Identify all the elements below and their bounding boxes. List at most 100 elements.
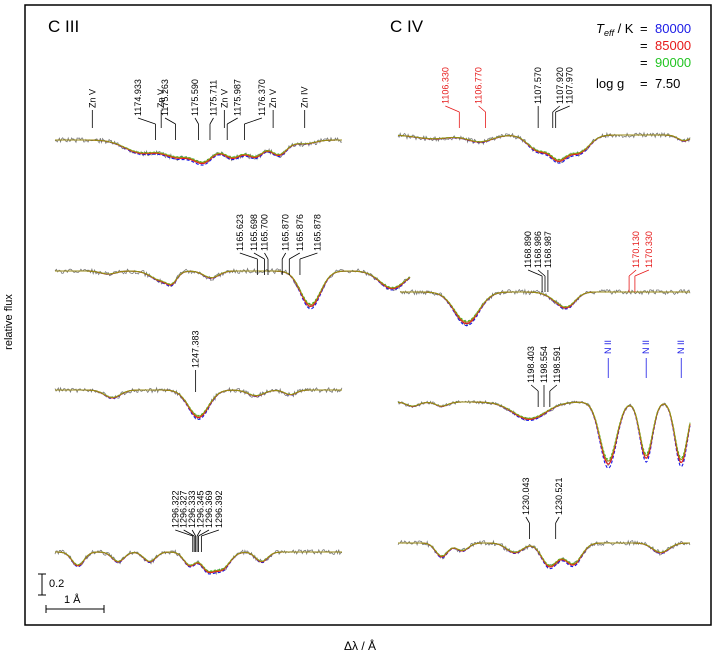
line-label-1165-876: 1165.876 bbox=[295, 214, 305, 251]
legend-eq-2: = bbox=[640, 55, 648, 70]
line-label-1174-933: 1174.933 bbox=[133, 79, 143, 116]
line-label-1165-623: 1165.623 bbox=[235, 214, 245, 251]
line-marker-leader bbox=[634, 269, 650, 277]
markers-c4-1169: 1168.890 1168.986 1168.987 1170.130 1170.330 bbox=[523, 231, 654, 292]
line-label-1296-392: 1296.392 bbox=[214, 490, 224, 528]
ion-label-Zn-V: Zn V bbox=[219, 89, 229, 108]
model-overlay bbox=[55, 139, 342, 163]
line-label-1175-711: 1175.711 bbox=[209, 80, 219, 116]
line-marker-leader bbox=[227, 117, 238, 125]
line-marker-leader bbox=[525, 516, 530, 524]
line-markers-layer: 1174.933 1175.263 1175.590 1175.711 1175.987… bbox=[87, 67, 686, 552]
line-marker-leader bbox=[209, 117, 214, 125]
line-label-1170-130: 1170.130 bbox=[631, 231, 641, 268]
observed-spectrum bbox=[54, 136, 343, 165]
line-label-1198-554: 1198.554 bbox=[539, 346, 549, 383]
line-marker-leader bbox=[191, 529, 196, 537]
legend-teff-label: Teff / K bbox=[596, 21, 634, 38]
line-marker-leader bbox=[244, 117, 263, 125]
spectra-layer bbox=[54, 131, 691, 576]
scale-bars: 0.2 1 Å bbox=[38, 573, 105, 613]
flux-scale-label: 0.2 bbox=[49, 578, 64, 590]
model-80000 bbox=[55, 270, 411, 310]
n2-label: N II bbox=[641, 340, 651, 354]
legend-eq-1: = bbox=[640, 38, 648, 53]
line-label-1165-878: 1165.878 bbox=[312, 214, 322, 251]
legend-logg-label: log g bbox=[596, 76, 624, 91]
spectrum-panel-c3-1247 bbox=[54, 386, 343, 421]
line-label-1168-986: 1168.986 bbox=[533, 231, 543, 268]
wavelength-scale-label: 1 Å bbox=[64, 593, 81, 606]
line-label-1296-333: 1296.333 bbox=[187, 490, 197, 528]
line-label-1176-370: 1176.370 bbox=[257, 79, 267, 116]
line-marker-leader bbox=[530, 384, 539, 392]
model-90000 bbox=[55, 389, 342, 417]
line-marker-leader bbox=[164, 117, 176, 125]
model-90000 bbox=[55, 270, 411, 305]
model-80000 bbox=[55, 389, 342, 420]
line-label-1296-369: 1296.369 bbox=[204, 490, 214, 528]
markers-c3-1165: 1165.623 1165.698 1165.700 1165.870 1165.876… bbox=[235, 214, 322, 275]
ion-label-Zn-IV: Zn IV bbox=[300, 86, 310, 108]
line-label-1230-043: 1230.043 bbox=[521, 477, 531, 515]
legend-entry-90000: 90000 bbox=[655, 55, 691, 70]
line-marker-leader bbox=[478, 105, 486, 113]
line-label-1168-890: 1168.890 bbox=[523, 231, 533, 268]
markers-c3-1296: 1296.3221296.3271296.3331296.3451296.369… bbox=[170, 490, 224, 552]
model-90000 bbox=[55, 139, 342, 163]
line-marker-leader bbox=[537, 269, 546, 277]
panel-title-c4: C IV bbox=[390, 17, 424, 36]
line-marker-leader bbox=[289, 252, 300, 260]
spectrum-panel-c4-1107 bbox=[397, 131, 691, 164]
ion-label-Zn-V: Zn V bbox=[268, 89, 278, 108]
line-label-1296-327: 1296.327 bbox=[179, 490, 189, 528]
x-axis-label: Δλ / Å bbox=[344, 638, 376, 653]
model-overlay bbox=[55, 551, 342, 573]
line-label-1107-570: 1107.570 bbox=[533, 67, 543, 104]
model-90000 bbox=[400, 291, 690, 322]
line-label-1230-521: 1230.521 bbox=[554, 477, 564, 515]
line-label-1198-403: 1198.403 bbox=[526, 346, 536, 383]
line-marker-leader bbox=[445, 105, 460, 113]
frame bbox=[24, 4, 712, 626]
model-overlay bbox=[397, 401, 691, 462]
line-label-1175-987: 1175.987 bbox=[233, 79, 243, 116]
markers-c3-1175: 1174.933 1175.263 1175.590 1175.711 1175.987… bbox=[87, 79, 310, 140]
line-marker-leader bbox=[555, 105, 570, 113]
markers-c4-1198: 1198.403 1198.554 1198.591 bbox=[526, 346, 562, 407]
legend-entry-80000: 80000 bbox=[655, 21, 691, 36]
line-label-1296-345: 1296.345 bbox=[196, 490, 206, 528]
markers-c4-1230: 1230.043 1230.521 bbox=[521, 477, 564, 539]
line-marker-leader bbox=[196, 529, 201, 537]
legend-logg-value: 7.50 bbox=[655, 76, 680, 91]
line-label-1175-263: 1175.263 bbox=[160, 79, 170, 116]
model-85000 bbox=[397, 401, 691, 465]
model-85000 bbox=[55, 389, 342, 419]
line-marker-leader bbox=[552, 105, 561, 113]
line-marker-leader bbox=[264, 252, 269, 260]
model-85000 bbox=[55, 270, 411, 307]
line-label-1107-970: 1107.970 bbox=[565, 67, 575, 104]
line-marker-leader bbox=[183, 529, 195, 537]
model-90000 bbox=[397, 401, 691, 460]
model-overlay bbox=[400, 291, 690, 323]
ion-label-Zn-V: Zn V bbox=[87, 89, 97, 108]
model-overlay bbox=[398, 542, 690, 567]
panel-title-c3: C III bbox=[48, 17, 79, 36]
line-label-1165-700: 1165.700 bbox=[260, 214, 270, 251]
line-label-1198-591: 1198.591 bbox=[552, 346, 562, 383]
model-overlay bbox=[55, 270, 411, 306]
line-label-1106-770: 1106.770 bbox=[474, 67, 484, 104]
legend: Teff / K = 80000 = 85000 = 90000 log g =… bbox=[596, 21, 691, 91]
line-label-1165-698: 1165.698 bbox=[249, 214, 259, 251]
markers-c4-1107: 1106.330 1106.770 1107.570 1107.920 1107.970 bbox=[440, 67, 575, 128]
line-marker-leader bbox=[549, 384, 558, 392]
spectrum-panel-c4-1198 bbox=[397, 399, 691, 469]
line-marker-leader bbox=[201, 529, 219, 537]
line-label-1170-330: 1170.330 bbox=[644, 231, 654, 268]
line-marker-leader bbox=[198, 529, 210, 537]
n2-label: N II bbox=[676, 340, 686, 354]
line-label-1106-330: 1106.330 bbox=[440, 67, 450, 104]
legend-entry-85000: 85000 bbox=[655, 38, 691, 53]
line-marker-leader bbox=[239, 252, 258, 260]
